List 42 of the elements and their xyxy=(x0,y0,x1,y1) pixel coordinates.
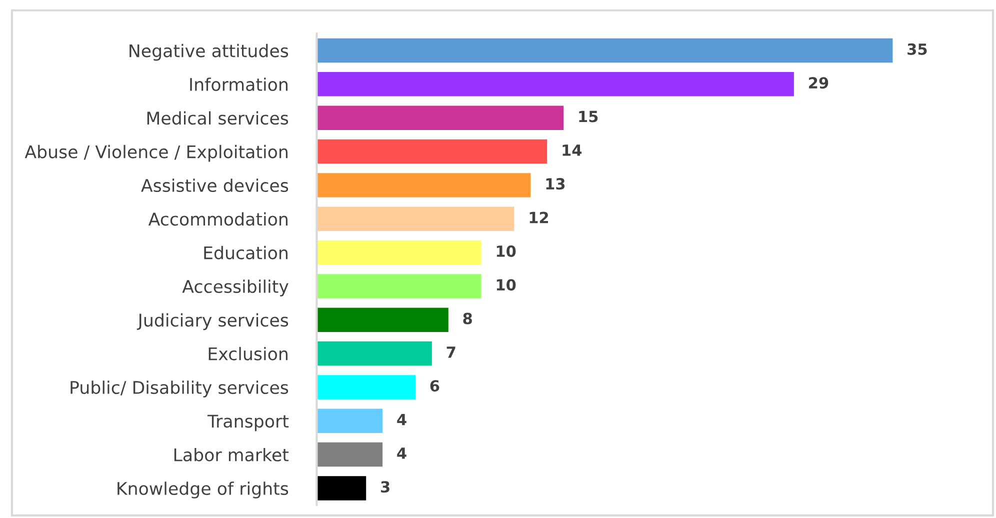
data-label: 13 xyxy=(546,178,565,190)
bar xyxy=(316,308,448,332)
y-tick-label: Public/ Disability services xyxy=(70,380,288,398)
y-tick-label: Negative attitudes xyxy=(130,44,288,61)
bar xyxy=(316,206,514,231)
y-tick-label: Abuse / Violence / Exploitation xyxy=(24,144,288,162)
data-label: 12 xyxy=(530,212,548,224)
bar xyxy=(316,442,383,467)
bar xyxy=(316,38,893,63)
y-tick-label: Judiciary services xyxy=(136,313,288,330)
data-label: 7 xyxy=(446,346,456,358)
data-label: 15 xyxy=(579,110,598,122)
bar xyxy=(316,476,366,500)
data-label: 6 xyxy=(430,380,440,392)
bar xyxy=(316,408,383,433)
y-tick-label: Exclusion xyxy=(208,346,288,360)
y-tick-label: Accessibility xyxy=(182,280,288,296)
bar xyxy=(316,341,432,366)
data-label: 8 xyxy=(463,312,472,324)
data-label: 3 xyxy=(381,481,390,493)
data-label: 35 xyxy=(908,43,927,55)
y-tick-label: Knowledge of rights xyxy=(118,482,288,498)
y-tick-label: Education xyxy=(204,246,288,260)
data-label: 4 xyxy=(397,414,406,426)
data-label: 10 xyxy=(496,279,516,291)
y-tick-label: Information xyxy=(190,78,288,92)
y-tick-label: Labor market xyxy=(174,448,289,462)
bar xyxy=(316,72,794,96)
bar xyxy=(316,375,416,400)
bar xyxy=(316,274,482,298)
y-tick-label: Medical services xyxy=(147,111,288,125)
data-label: 14 xyxy=(562,144,582,156)
y-tick-label: Transport xyxy=(207,414,289,432)
data-label: 29 xyxy=(809,77,828,89)
bar xyxy=(316,139,548,164)
y-tick-label: Assistive devices xyxy=(141,178,288,192)
data-label: 10 xyxy=(496,245,516,257)
bar xyxy=(316,106,564,130)
data-label: 4 xyxy=(397,448,406,459)
bar xyxy=(316,240,482,265)
y-tick-label: Accommodation xyxy=(148,212,288,226)
bar xyxy=(316,173,531,198)
